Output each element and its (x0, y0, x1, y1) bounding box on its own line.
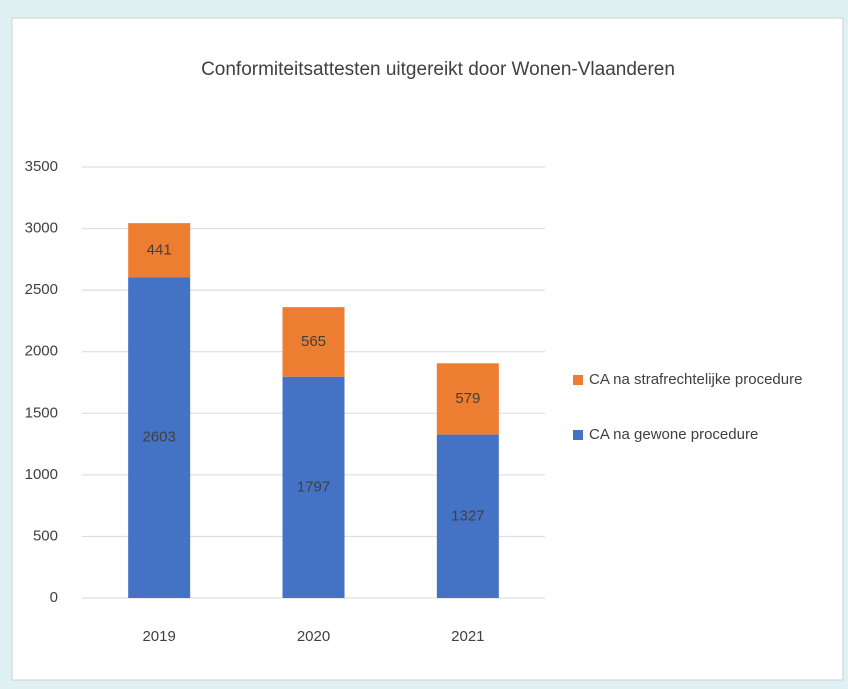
data-label: 441 (147, 241, 172, 258)
bar-segment (282, 307, 345, 377)
x-tick-label: 2021 (451, 628, 484, 645)
y-tick-label: 3500 (25, 158, 58, 175)
y-tick-label: 2500 (25, 281, 58, 298)
data-label: 2603 (142, 429, 175, 446)
x-tick-label: 2020 (297, 628, 330, 645)
y-tick-label: 1500 (25, 404, 58, 421)
y-tick-label: 3000 (25, 220, 58, 237)
bar-segment (128, 223, 191, 278)
bar-segment (436, 363, 499, 435)
y-tick-label: 500 (33, 527, 58, 544)
legend-label: CA na gewone procedure (589, 426, 758, 443)
legend-swatch (573, 430, 583, 440)
legend-swatch (573, 375, 583, 385)
data-label: 579 (455, 390, 480, 407)
data-label: 1797 (297, 478, 330, 495)
legend-label: CA na strafrechtelijke procedure (589, 371, 802, 388)
bar-segment (436, 434, 499, 598)
data-label: 1327 (451, 507, 484, 524)
data-label: 565 (301, 333, 326, 350)
bar-segment (128, 277, 191, 598)
y-tick-label: 1000 (25, 466, 58, 483)
chart-title: Conformiteitsattesten uitgereikt door Wo… (201, 59, 675, 80)
y-tick-label: 0 (50, 589, 58, 606)
bar-segment (282, 376, 345, 598)
x-tick-label: 2019 (142, 628, 175, 645)
y-tick-label: 2000 (25, 343, 58, 360)
